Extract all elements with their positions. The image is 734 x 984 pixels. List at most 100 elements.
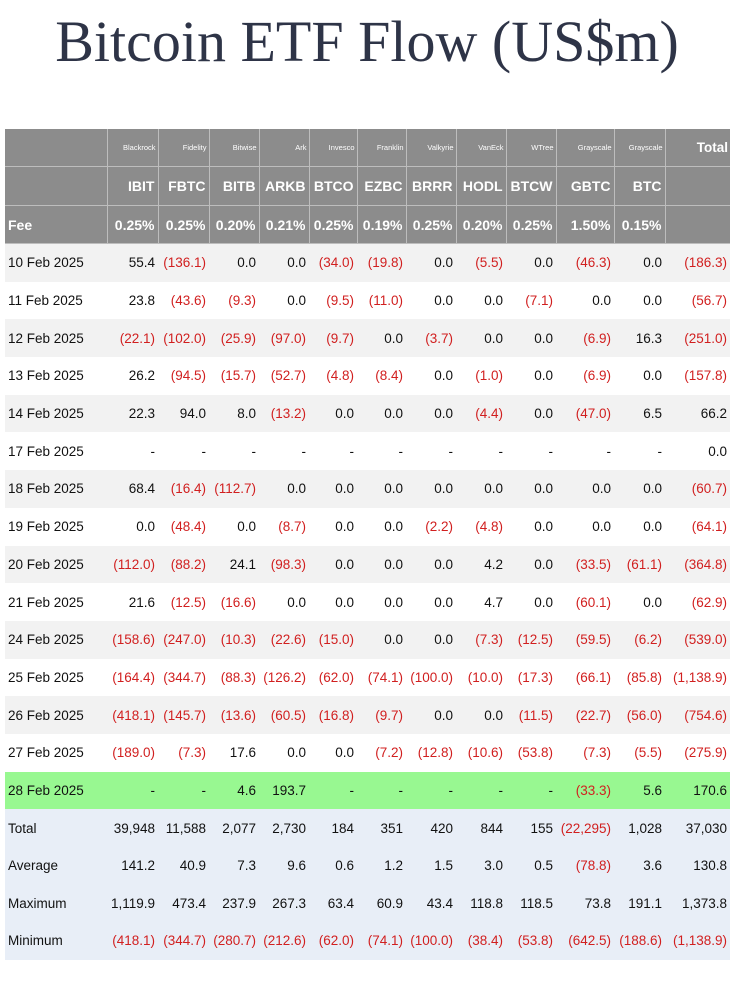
summary-cell: 2,077: [209, 809, 259, 847]
table-row: 12 Feb 2025 (22.1) (102.0) (25.9) (97.0) (9.7…: [5, 319, 730, 358]
summary-row: Minimum (418.1) (344.7) (280.7) (212.6) (62.0…: [5, 922, 730, 960]
flow-cell: (85.8): [626, 669, 662, 685]
summary-cell: (22,295): [556, 809, 614, 847]
summary-cell: 844: [456, 809, 506, 847]
flow-cell: 0.0: [335, 745, 354, 761]
flow-cell: (16.4): [170, 481, 206, 497]
row-total-cell: (364.8): [684, 556, 727, 572]
ticker-cell: BITB: [209, 166, 260, 206]
page-title: Bitcoin ETF Flow (US$m): [55, 9, 679, 74]
flow-cell: (4.8): [326, 368, 354, 384]
summary-cell: 2,730: [259, 809, 309, 847]
flow-cell: (25.9): [220, 330, 256, 346]
ticker-cell: BTCW: [506, 166, 557, 206]
table-row: 11 Feb 2025 23.8 (43.6) (9.3) 0.0 (9.5) (11.0)…: [5, 281, 730, 320]
row-total-cell: (64.1): [691, 519, 727, 535]
flow-cell: 0.0: [335, 519, 354, 535]
flow-cell: -: [657, 443, 663, 459]
ticker-cell: ARKB: [259, 166, 310, 206]
summary-cell: 3.6: [614, 846, 665, 885]
etf-flow-table: Blackrock Fidelity Bitwise Ark Invesco F…: [5, 129, 730, 960]
flow-cell: (6.9): [583, 330, 611, 346]
summary-label: Total: [5, 809, 107, 847]
summary-cell: (1,138.9): [665, 922, 730, 960]
flow-cell: (10.0): [467, 669, 503, 685]
flow-cell: (16.6): [220, 594, 256, 610]
date-cell: 26 Feb 2025: [8, 707, 84, 723]
summary-cell: 1,119.9: [107, 884, 158, 923]
flow-cell: (46.3): [575, 255, 611, 271]
ticker-cell: IBIT: [107, 166, 159, 206]
flow-cell: -: [548, 782, 554, 798]
flow-cell: 0.0: [534, 330, 553, 346]
ticker-cell: EZBC: [357, 166, 407, 206]
flow-cell: 21.6: [128, 594, 155, 610]
summary-cell: 118.5: [506, 884, 556, 923]
flow-cell: -: [349, 782, 355, 798]
summary-cell: 191.1: [614, 884, 665, 923]
table-row: 26 Feb 2025 (418.1) (145.7) (13.6) (60.5) (16…: [5, 696, 730, 734]
ticker-cell: FBTC: [158, 166, 210, 206]
table-row: 10 Feb 2025 55.4 (136.1) 0.0 0.0 (34.0) (19.8)…: [5, 243, 730, 282]
flow-cell: (5.5): [634, 745, 662, 761]
flow-cell: 0.0: [643, 255, 662, 271]
flow-cell: (7.1): [525, 293, 553, 309]
daily-flow-rows: 10 Feb 2025 55.4 (136.1) 0.0 0.0 (34.0) (19.8)…: [5, 243, 730, 810]
flow-cell: 0.0: [643, 519, 662, 535]
summary-cell: (74.1): [357, 922, 406, 960]
flow-cell: 55.4: [128, 255, 155, 271]
flow-cell: (61.1): [626, 556, 662, 572]
flow-cell: (59.5): [575, 632, 611, 648]
row-total-cell: 170.6: [693, 782, 727, 798]
flow-cell: (66.1): [575, 669, 611, 685]
summary-cell: 1.5: [406, 846, 456, 885]
fee-cell: 0.25%: [158, 205, 210, 244]
flow-cell: (145.7): [163, 707, 206, 723]
flow-cell: (10.6): [467, 745, 503, 761]
row-total-cell: (1,138.9): [672, 669, 727, 685]
table-row-latest: 28 Feb 2025 - - 4.6 193.7 - - - - - (33.3) 5.6 170.6: [5, 771, 730, 810]
flow-cell: 0.0: [287, 481, 306, 497]
ticker-cell: BRRR: [406, 166, 457, 206]
fee-row: Fee 0.25% 0.25% 0.20% 0.21% 0.25% 0.19% …: [5, 205, 730, 244]
date-cell: 14 Feb 2025: [8, 406, 84, 422]
flow-cell: (8.7): [278, 519, 306, 535]
date-cell: 13 Feb 2025: [8, 368, 84, 384]
flow-cell: 0.0: [534, 255, 553, 271]
issuer-cell: VanEck: [456, 129, 507, 167]
date-cell: 25 Feb 2025: [8, 669, 84, 685]
fee-cell: 0.19%: [357, 205, 407, 244]
summary-cell: 141.2: [107, 846, 158, 885]
flow-cell: (62.0): [318, 669, 354, 685]
fee-label: Fee: [5, 205, 108, 244]
issuer-cell: Blackrock: [107, 129, 159, 167]
row-total-cell: (56.7): [691, 293, 727, 309]
row-total-cell: (60.7): [691, 481, 727, 497]
flow-cell: (98.3): [270, 556, 306, 572]
flow-cell: (12.5): [170, 594, 206, 610]
date-cell: 24 Feb 2025: [8, 632, 84, 648]
date-cell: 12 Feb 2025: [8, 330, 84, 346]
total-column-header: Total: [665, 129, 730, 167]
summary-cell: (53.8): [506, 922, 556, 960]
flow-cell: 0.0: [434, 632, 453, 648]
flow-cell: (102.0): [163, 330, 206, 346]
flow-cell: (8.4): [375, 368, 403, 384]
flow-cell: (7.3): [583, 745, 611, 761]
flow-cell: 0.0: [335, 481, 354, 497]
fee-cell: 0.15%: [614, 205, 666, 244]
flow-cell: 0.0: [643, 368, 662, 384]
date-cell: 18 Feb 2025: [8, 481, 84, 497]
flow-cell: 0.0: [534, 368, 553, 384]
summary-cell: 11,588: [158, 809, 209, 847]
flow-cell: (5.5): [475, 255, 503, 271]
summary-cell: 351: [357, 809, 406, 847]
flow-cell: (126.2): [263, 669, 306, 685]
flow-cell: (12.8): [417, 745, 453, 761]
flow-cell: (189.0): [112, 745, 155, 761]
issuer-cell: Bitwise: [209, 129, 260, 167]
flow-cell: 0.0: [434, 406, 453, 422]
summary-cell: 1.2: [357, 846, 406, 885]
flow-cell: 4.6: [237, 782, 256, 798]
row-total-cell: (186.3): [684, 255, 727, 271]
